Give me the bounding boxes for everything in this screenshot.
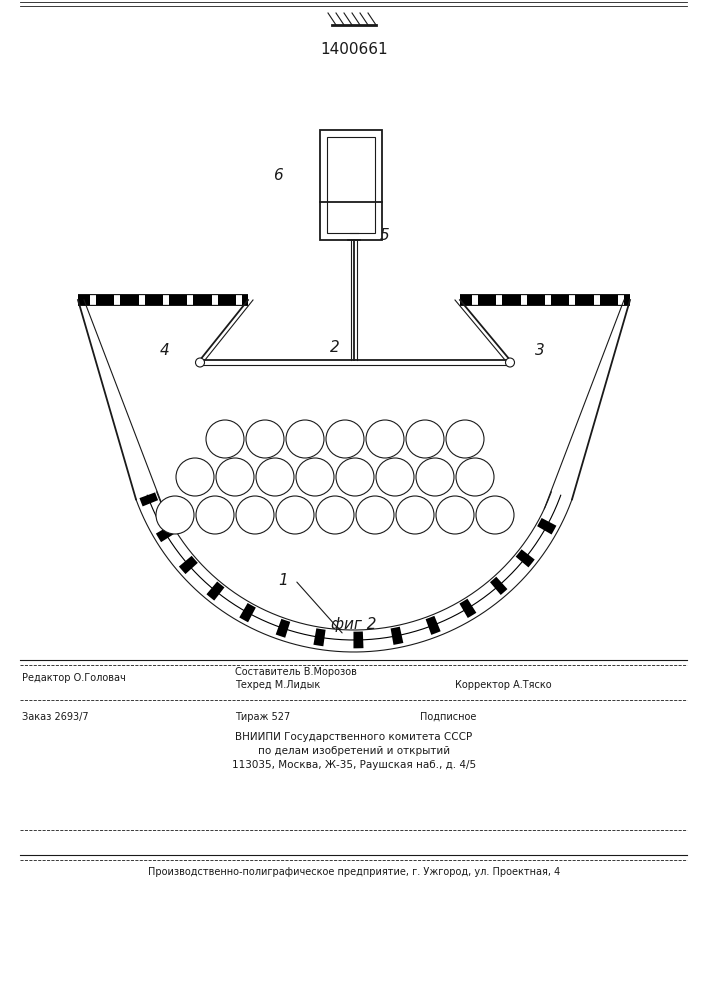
Circle shape: [276, 496, 314, 534]
Circle shape: [246, 420, 284, 458]
Circle shape: [376, 458, 414, 496]
Circle shape: [396, 496, 434, 534]
Circle shape: [456, 458, 494, 496]
Circle shape: [336, 458, 374, 496]
Text: 3: 3: [535, 343, 545, 358]
Circle shape: [196, 496, 234, 534]
Circle shape: [156, 496, 194, 534]
Text: Тираж 527: Тираж 527: [235, 712, 291, 722]
Text: Заказ 2693/7: Заказ 2693/7: [22, 712, 88, 722]
Text: 113035, Москва, Ж-35, Раушская наб., д. 4/5: 113035, Москва, Ж-35, Раушская наб., д. …: [232, 760, 476, 770]
Circle shape: [316, 496, 354, 534]
Circle shape: [196, 358, 204, 367]
Text: 5: 5: [380, 228, 390, 243]
Text: Составитель В.Морозов: Составитель В.Морозов: [235, 667, 357, 677]
Circle shape: [236, 496, 274, 534]
Bar: [320, 130, 382, 240]
Text: фиг 2: фиг 2: [332, 617, 377, 633]
Circle shape: [506, 358, 515, 367]
Text: 2: 2: [330, 340, 340, 355]
Text: Подписное: Подписное: [420, 712, 477, 722]
Circle shape: [436, 496, 474, 534]
Circle shape: [446, 420, 484, 458]
Circle shape: [296, 458, 334, 496]
Text: Техред М.Лидык: Техред М.Лидык: [235, 680, 320, 690]
Circle shape: [356, 496, 394, 534]
Circle shape: [206, 420, 244, 458]
Circle shape: [476, 496, 514, 534]
Text: ВНИИПИ Государственного комитета СССР: ВНИИПИ Государственного комитета СССР: [235, 732, 472, 742]
Circle shape: [256, 458, 294, 496]
Bar: [327, 137, 375, 233]
Circle shape: [366, 420, 404, 458]
Circle shape: [416, 458, 454, 496]
Circle shape: [216, 458, 254, 496]
Text: 6: 6: [273, 168, 283, 183]
Text: 1400661: 1400661: [320, 42, 388, 57]
Text: Редактор О.Головач: Редактор О.Головач: [22, 673, 126, 683]
Circle shape: [406, 420, 444, 458]
Circle shape: [326, 420, 364, 458]
Text: 4: 4: [160, 343, 170, 358]
Text: Производственно-полиграфическое предприятие, г. Ужгород, ул. Проектная, 4: Производственно-полиграфическое предприя…: [148, 867, 560, 877]
Text: Корректор А.Тяско: Корректор А.Тяско: [455, 680, 551, 690]
Text: по делам изобретений и открытий: по делам изобретений и открытий: [258, 746, 450, 756]
Circle shape: [176, 458, 214, 496]
Circle shape: [286, 420, 324, 458]
Text: 1: 1: [279, 573, 288, 588]
